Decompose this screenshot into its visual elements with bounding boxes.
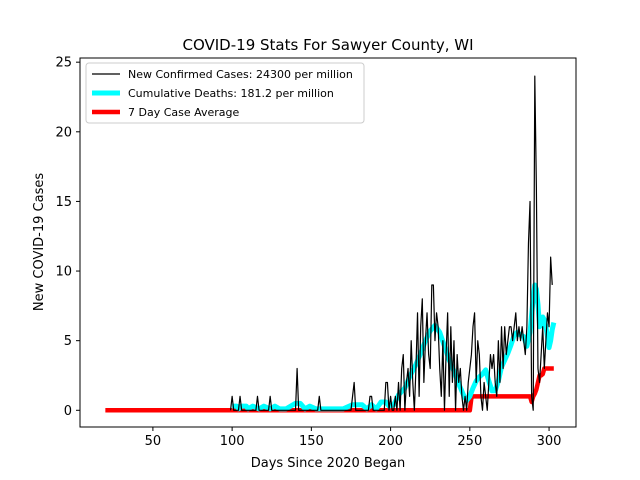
- y-axis-label: New COVID-19 Cases: [32, 173, 47, 311]
- legend: New Confirmed Cases: 24300 per million Cu…: [85, 62, 365, 124]
- y-tick-label: 25: [55, 56, 72, 71]
- y-tick-label: 5: [64, 334, 72, 349]
- legend-item-new-cases: New Confirmed Cases: 24300 per million: [92, 68, 353, 81]
- y-tick-label: 10: [55, 265, 72, 280]
- legend-box: [85, 62, 365, 124]
- x-tick-label: 250: [457, 434, 482, 449]
- y-axis-ticks: 0 5 10 15 20 25: [55, 56, 80, 419]
- y-tick-label: 20: [55, 125, 72, 140]
- x-tick-label: 100: [220, 434, 245, 449]
- x-tick-label: 300: [537, 434, 562, 449]
- legend-label: New Confirmed Cases: 24300 per million: [128, 68, 353, 81]
- legend-label: 7 Day Case Average: [128, 106, 240, 119]
- y-tick-label: 0: [64, 404, 72, 419]
- x-tick-label: 50: [145, 434, 162, 449]
- x-axis-ticks: 50 100 150 200 250 300: [145, 427, 562, 449]
- x-tick-label: 200: [378, 434, 403, 449]
- series-layer: [105, 75, 557, 413]
- x-axis-label: Days Since 2020 Began: [251, 456, 406, 471]
- x-tick-label: 150: [299, 434, 324, 449]
- legend-item-cumulative-deaths: Cumulative Deaths: 181.2 per million: [92, 87, 334, 100]
- chart-title: COVID-19 Stats For Sawyer County, WI: [182, 36, 473, 54]
- y-tick-label: 15: [55, 195, 72, 210]
- new-cases-line: [229, 75, 553, 411]
- legend-item-seven-day-average: 7 Day Case Average: [92, 106, 240, 119]
- legend-label: Cumulative Deaths: 181.2 per million: [128, 87, 334, 100]
- plot-frame: [79, 57, 577, 428]
